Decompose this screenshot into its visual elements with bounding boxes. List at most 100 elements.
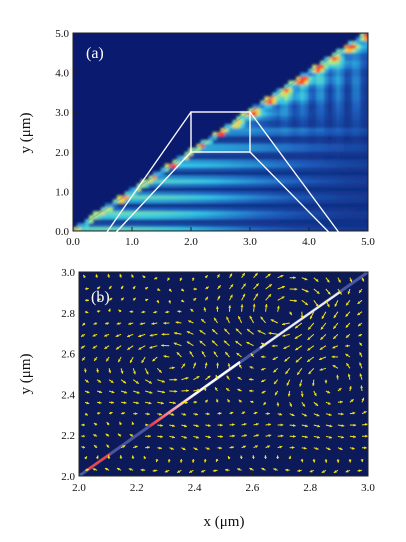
heat-cell: [328, 139, 333, 145]
heat-cell: [320, 195, 325, 200]
heat-cell: [284, 227, 289, 231]
vector-arrow: [241, 283, 247, 290]
heat-cell: [244, 159, 250, 165]
heat-cell: [128, 207, 134, 212]
heat-cell: [300, 72, 305, 78]
heat-cell: [232, 175, 238, 181]
heat-cell: [296, 132, 301, 137]
heat-cell: [92, 227, 98, 231]
heat-cell: [216, 199, 222, 204]
heat-cell: [356, 116, 361, 121]
heat-cell: [316, 191, 321, 196]
heat-cell: [360, 163, 365, 169]
vector-arrow: [176, 351, 182, 358]
heat-cell: [280, 128, 285, 133]
heat-cell: [328, 60, 333, 66]
heat-cell: [188, 159, 194, 165]
vector-arrow: [246, 328, 254, 335]
vector-arrow: [276, 305, 280, 312]
heat-cell: [320, 96, 325, 101]
heat-cell: [332, 167, 337, 173]
heat-cell: [356, 48, 361, 54]
heat-cell: [320, 68, 325, 74]
heat-cell: [152, 227, 158, 231]
heat-cell: [156, 175, 162, 181]
heat-cell: [196, 183, 202, 189]
vector-arrow: [80, 345, 86, 349]
heat-cell: [144, 219, 150, 224]
x-tick-label: 2.4: [188, 482, 202, 494]
vector-arrow: [332, 333, 339, 340]
heat-cell: [312, 207, 317, 212]
heat-cell: [152, 207, 158, 212]
heat-cell: [80, 223, 86, 228]
vector-arrow: [205, 375, 211, 381]
heat-cell: [336, 151, 341, 157]
heat-cell: [328, 215, 333, 220]
vector-arrow: [193, 297, 197, 301]
heat-cell: [256, 215, 261, 220]
heat-cell: [316, 112, 321, 117]
vector-arrow: [120, 368, 124, 374]
panel-b-y-axis-label: y (μm): [18, 354, 34, 395]
vector-arrow: [104, 345, 110, 350]
vector-arrow: [129, 433, 134, 437]
heat-cell: [288, 80, 293, 86]
heat-cell: [96, 219, 102, 224]
vector-arrow: [144, 286, 149, 290]
heat-cell: [244, 155, 250, 161]
heat-cell: [352, 104, 357, 109]
heat-cell: [332, 80, 337, 86]
heat-cell: [216, 175, 222, 181]
heat-cell: [316, 128, 321, 133]
vector-arrow: [93, 422, 98, 426]
vector-arrow: [332, 345, 339, 349]
vector-arrow: [284, 356, 291, 362]
heat-cell: [236, 187, 242, 192]
heat-cell: [284, 92, 289, 97]
heat-cell: [292, 151, 297, 157]
vector-arrow: [361, 277, 365, 282]
heat-cell: [344, 187, 349, 192]
heat-cell: [140, 179, 146, 185]
vector-arrow: [143, 455, 147, 460]
heat-cell: [304, 171, 309, 177]
heat-cell: [168, 195, 174, 200]
vector-arrow: [265, 423, 272, 426]
heat-cell: [320, 147, 325, 153]
heat-cell: [208, 147, 214, 153]
heat-cell: [268, 112, 273, 117]
vector-arrow: [325, 288, 331, 295]
heat-cell: [336, 48, 341, 54]
heat-cell: [300, 84, 305, 90]
heat-cell: [348, 167, 353, 173]
heat-cell: [120, 215, 126, 220]
heat-cell: [184, 179, 190, 185]
heat-cell: [364, 211, 368, 216]
heat-cell: [196, 187, 202, 192]
heat-cell: [336, 143, 341, 149]
heat-cell: [356, 128, 361, 133]
vector-arrow: [289, 446, 295, 449]
vector-arrow: [120, 445, 126, 449]
heat-cell: [340, 167, 345, 173]
heat-cell: [268, 124, 273, 129]
heat-cell: [328, 203, 333, 208]
heat-cell: [360, 179, 365, 185]
heat-cell: [232, 135, 238, 141]
heat-cell: [252, 203, 257, 208]
heat-cell: [340, 191, 345, 196]
heat-cell: [280, 175, 285, 181]
vector-arrow: [120, 285, 124, 290]
vector-arrow: [104, 333, 110, 337]
heat-cell: [340, 96, 345, 101]
heat-cell: [360, 187, 365, 192]
heat-cell: [216, 151, 222, 157]
heat-cell: [228, 203, 234, 208]
vector-arrow: [92, 333, 98, 337]
heat-cell: [364, 227, 368, 231]
heat-cell: [232, 199, 238, 204]
vector-arrow: [325, 401, 331, 405]
heat-cell: [292, 207, 297, 212]
vector-arrow: [318, 356, 327, 361]
